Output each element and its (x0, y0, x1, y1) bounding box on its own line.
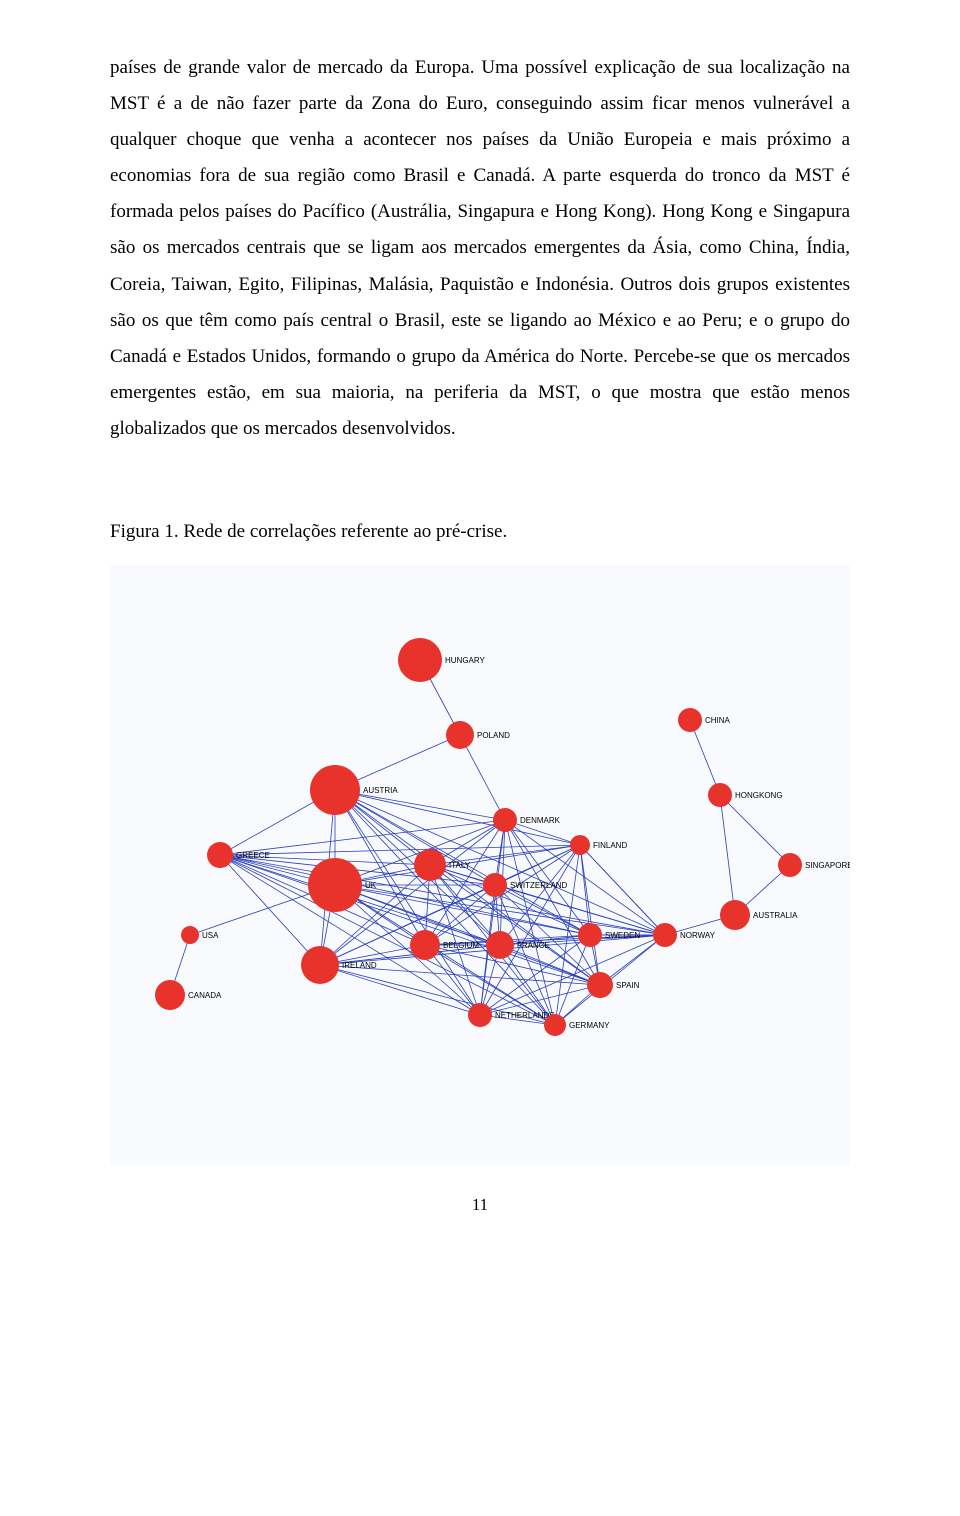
svg-text:DENMARK: DENMARK (520, 816, 561, 825)
svg-text:BELGIUM: BELGIUM (443, 941, 479, 950)
network-node: CHINA (678, 708, 731, 732)
svg-text:SWEDEN: SWEDEN (605, 931, 640, 940)
network-node: AUSTRALIA (720, 900, 798, 930)
svg-text:GERMANY: GERMANY (569, 1021, 610, 1030)
svg-text:NETHERLANDS: NETHERLANDS (495, 1011, 555, 1020)
paragraph-1: países de grande valor de mercado da Eur… (110, 57, 850, 439)
network-node: SINGAPORE (778, 853, 850, 877)
network-node: CANADA (155, 980, 222, 1010)
svg-text:SPAIN: SPAIN (616, 981, 640, 990)
network-node: BELGIUM (410, 930, 479, 960)
svg-text:GREECE: GREECE (236, 851, 270, 860)
network-node: HONGKONG (708, 783, 783, 807)
svg-text:CANADA: CANADA (188, 991, 222, 1000)
network-node: UK (308, 858, 377, 912)
svg-text:NORWAY: NORWAY (680, 931, 716, 940)
svg-text:HUNGARY: HUNGARY (445, 656, 486, 665)
page-number: 11 (110, 1195, 850, 1215)
body-text: países de grande valor de mercado da Eur… (110, 50, 850, 447)
svg-text:IRELAND: IRELAND (342, 961, 377, 970)
svg-text:FRANCE: FRANCE (517, 941, 550, 950)
network-node: POLAND (446, 721, 510, 749)
svg-text:SINGAPORE: SINGAPORE (805, 861, 850, 870)
network-node: HUNGARY (398, 638, 486, 682)
figure-caption: Figura 1. Rede de correlações referente … (110, 517, 850, 547)
network-node: GERMANY (544, 1014, 610, 1036)
svg-text:AUSTRIA: AUSTRIA (363, 786, 398, 795)
svg-text:CHINA: CHINA (705, 716, 731, 725)
svg-text:HONGKONG: HONGKONG (735, 791, 783, 800)
network-node: FINLAND (570, 835, 627, 855)
network-node: FRANCE (486, 931, 550, 959)
network-node: USA (181, 926, 219, 944)
svg-text:UK: UK (365, 881, 377, 890)
page: países de grande valor de mercado da Eur… (0, 0, 960, 1255)
spacer (110, 447, 850, 517)
svg-text:AUSTRALIA: AUSTRALIA (753, 911, 798, 920)
network-node: SPAIN (587, 972, 640, 998)
network-node: IRELAND (301, 946, 377, 984)
svg-text:SWITZERLAND: SWITZERLAND (510, 881, 568, 890)
svg-text:POLAND: POLAND (477, 731, 510, 740)
network-svg: HUNGARY POLAND AUSTRIA GREECE UK IRELAND ITALY… (110, 565, 850, 1165)
svg-text:ITALY: ITALY (449, 861, 471, 870)
figure-1-network: HUNGARY POLAND AUSTRIA GREECE UK IRELAND ITALY… (110, 565, 850, 1165)
svg-text:FINLAND: FINLAND (593, 841, 627, 850)
svg-text:USA: USA (202, 931, 219, 940)
network-node: DENMARK (493, 808, 561, 832)
network-node: NORWAY (653, 923, 716, 947)
